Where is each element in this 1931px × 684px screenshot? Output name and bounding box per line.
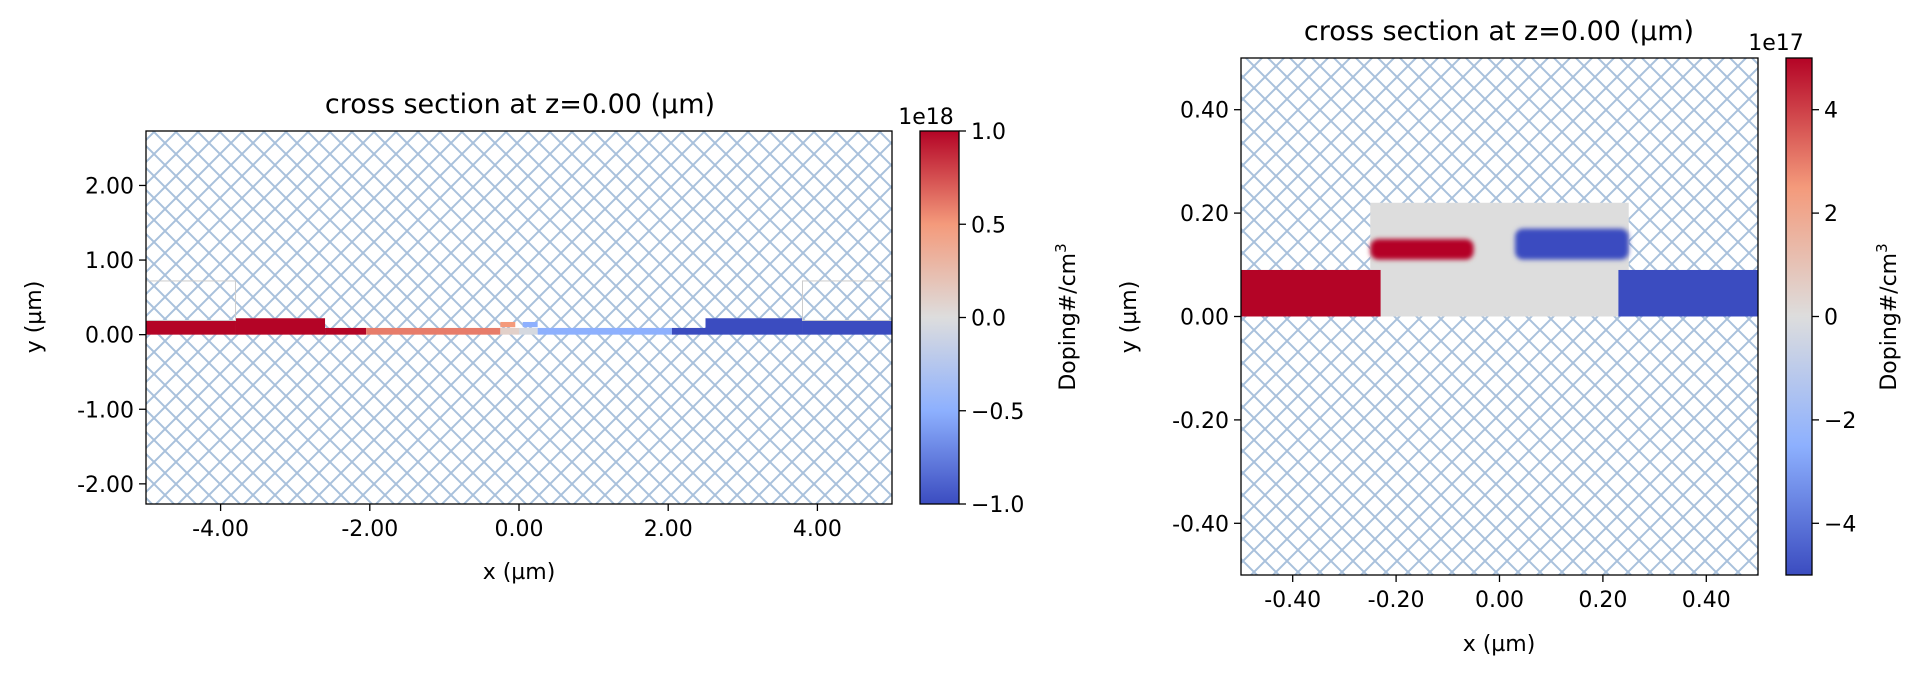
- right-title: cross section at z=0.00 (µm): [1304, 16, 1694, 47]
- left-xtick-label: -4.00: [192, 517, 249, 542]
- right-doping-region: [1370, 238, 1474, 260]
- right-colorbar-tick-label: 0: [1824, 306, 1838, 331]
- left-xtick-label: 0.00: [495, 517, 544, 542]
- left-doping-region: [146, 320, 236, 335]
- left-doping-region: [519, 327, 538, 335]
- left-colorbar-tick-label: 0.0: [971, 307, 1006, 332]
- left-ytick-label: -1.00: [77, 398, 134, 423]
- left-doping-region: [537, 327, 672, 335]
- right-colorbar-tick-label: −2: [1824, 409, 1856, 434]
- right-colorbar-tick-label: 2: [1824, 202, 1838, 227]
- left-xlabel: x (µm): [483, 560, 556, 585]
- right-xtick-label: 0.00: [1475, 588, 1524, 613]
- right-colorbar-offset: 1e17: [1748, 31, 1804, 56]
- left-colorbar-tick-label: −0.5: [971, 400, 1024, 425]
- left-xtick-label: 4.00: [793, 517, 842, 542]
- right-colorbar: [1785, 57, 1813, 576]
- right-y-ticks: -0.40 -0.20 0.00 0.20 0.40: [1172, 99, 1241, 537]
- right-xtick-label: 0.40: [1682, 588, 1731, 613]
- left-doping-region: [802, 320, 892, 335]
- left-ytick-label: 2.00: [85, 174, 134, 199]
- left-x-ticks: -4.00 -2.00 0.00 2.00 4.00: [192, 504, 842, 542]
- left-doping-region: [235, 318, 326, 335]
- left-colorbar-tick-label: −1.0: [971, 493, 1024, 518]
- left-doping-region: [325, 327, 367, 335]
- right-doping-region: [1515, 228, 1629, 260]
- left-colorbar: [919, 130, 960, 505]
- left-colorbar-offset: 1e18: [898, 105, 954, 130]
- right-ytick-label: 0.00: [1180, 306, 1229, 331]
- left-ytick-label: -2.00: [77, 473, 134, 498]
- right-ylabel: y (µm): [1117, 281, 1142, 354]
- left-colorbar-label: Doping#/cm3: [1052, 243, 1081, 390]
- left-ytick-label: 1.00: [85, 249, 134, 274]
- right-ytick-label: -0.40: [1172, 512, 1229, 537]
- right-xtick-label: -0.40: [1264, 588, 1321, 613]
- left-doping-region: [705, 318, 803, 335]
- left-doping-region: [500, 327, 519, 335]
- right-doping-region: [1241, 269, 1381, 317]
- right-xlabel: x (µm): [1463, 632, 1536, 657]
- right-doping-region: [1618, 269, 1758, 317]
- right-colorbar-tick-label: −4: [1824, 512, 1856, 537]
- left-colorbar-tick-label: 1.0: [971, 120, 1006, 145]
- left-panel: cross section at z=0.00 (µm) -4.00 -2.00 0…: [22, 89, 1081, 585]
- left-ytick-label: 0.00: [85, 324, 134, 349]
- left-plot-hatch: [146, 131, 892, 504]
- right-colorbar-label: Doping#/cm3: [1873, 243, 1902, 390]
- right-xtick-label: 0.20: [1578, 588, 1627, 613]
- left-xtick-label: -2.00: [341, 517, 398, 542]
- right-ytick-label: 0.20: [1180, 202, 1229, 227]
- right-doping-regions: [1241, 202, 1758, 317]
- left-xtick-label: 2.00: [644, 517, 693, 542]
- left-ylabel: y (µm): [22, 281, 47, 354]
- right-xtick-label: -0.20: [1368, 588, 1425, 613]
- right-x-ticks: -0.40 -0.20 0.00 0.20 0.40: [1264, 575, 1731, 613]
- left-doping-region: [366, 327, 501, 335]
- right-ytick-label: -0.20: [1172, 409, 1229, 434]
- right-ytick-label: 0.40: [1180, 99, 1229, 124]
- right-panel: cross section at z=0.00 (µm) -0.40 -0.20 0…: [1117, 16, 1902, 657]
- left-doping-region: [522, 321, 538, 328]
- right-colorbar-ticks: 4 2 0 −2 −4: [1812, 99, 1856, 537]
- left-title: cross section at z=0.00 (µm): [325, 89, 715, 120]
- left-y-ticks: -2.00 -1.00 0.00 1.00 2.00: [77, 174, 146, 498]
- left-colorbar-ticks: 1.0 0.5 0.0 −0.5 −1.0: [959, 120, 1024, 518]
- left-colorbar-tick-label: 0.5: [971, 213, 1006, 238]
- right-colorbar-tick-label: 4: [1824, 99, 1838, 124]
- left-doping-region: [671, 327, 706, 335]
- left-doping-region: [500, 321, 516, 328]
